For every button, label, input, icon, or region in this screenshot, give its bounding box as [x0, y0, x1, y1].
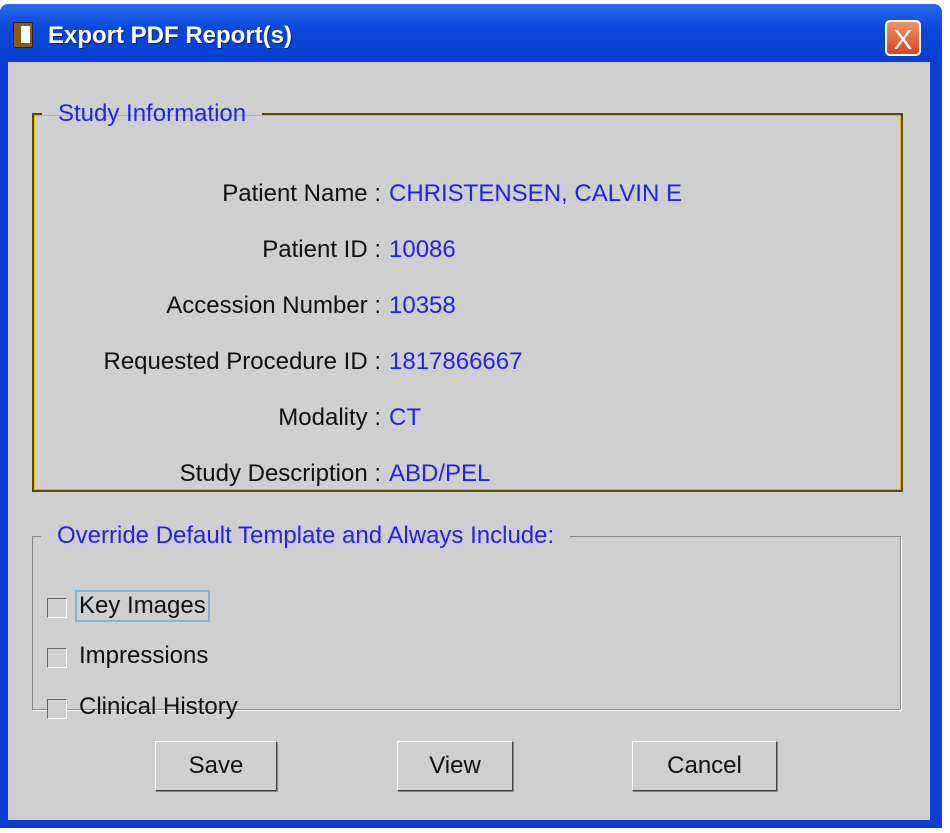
value: 10086	[389, 236, 456, 263]
study-information-panel: Study Information Patient Name : CHRISTEN…	[32, 100, 903, 492]
checkbox[interactable]	[47, 699, 67, 719]
label: Study Description :	[179, 460, 381, 487]
info-row-accession-number: Accession Number : 10358	[34, 292, 894, 322]
title-bar[interactable]: Export PDF Report(s) X	[0, 4, 942, 62]
info-row-study-description: Study Description : ABD/PEL	[34, 460, 894, 490]
checkbox-clinical-history[interactable]: Clinical History	[33, 693, 893, 723]
value: 1817866667	[389, 348, 523, 375]
info-row-modality: Modality : CT	[34, 404, 894, 434]
checkbox-label[interactable]: Impressions	[79, 642, 209, 669]
label: Modality :	[278, 404, 381, 431]
label: Requested Procedure ID :	[103, 348, 382, 375]
value: CT	[389, 404, 421, 431]
label: Patient Name :	[222, 180, 381, 207]
value: CHRISTENSEN, CALVIN E	[389, 180, 682, 207]
checkbox-key-images[interactable]: Key Images	[33, 590, 893, 622]
override-legend: Override Default Template and Always Inc…	[57, 522, 555, 549]
dialog-title: Export PDF Report(s)	[48, 22, 293, 49]
info-row-patient-id: Patient ID : 10086	[34, 236, 894, 266]
checkbox-impressions[interactable]: Impressions	[33, 642, 893, 672]
view-button[interactable]: View	[397, 741, 513, 791]
dialog-body: Study Information Patient Name : CHRISTEN…	[8, 62, 930, 820]
save-button[interactable]: Save	[155, 741, 277, 791]
checkbox-label[interactable]: Clinical History	[79, 693, 238, 720]
checkbox-label[interactable]: Key Images	[75, 590, 210, 622]
clipboard-icon	[13, 22, 33, 48]
export-pdf-dialog: Export PDF Report(s) X Study Information…	[0, 4, 942, 828]
close-button[interactable]: X	[885, 20, 921, 56]
label: Accession Number :	[166, 292, 381, 319]
info-row-requested-procedure-id: Requested Procedure ID : 1817866667	[34, 348, 894, 378]
override-template-panel: Override Default Template and Always Inc…	[32, 522, 901, 720]
study-information-legend: Study Information	[58, 100, 247, 127]
label: Patient ID :	[262, 236, 381, 263]
value: 10358	[389, 292, 456, 319]
checkbox[interactable]	[47, 598, 67, 618]
value: ABD/PEL	[389, 460, 491, 487]
info-row-patient-name: Patient Name : CHRISTENSEN, CALVIN E	[34, 180, 894, 210]
checkbox[interactable]	[47, 648, 67, 668]
cancel-button[interactable]: Cancel	[632, 741, 777, 791]
